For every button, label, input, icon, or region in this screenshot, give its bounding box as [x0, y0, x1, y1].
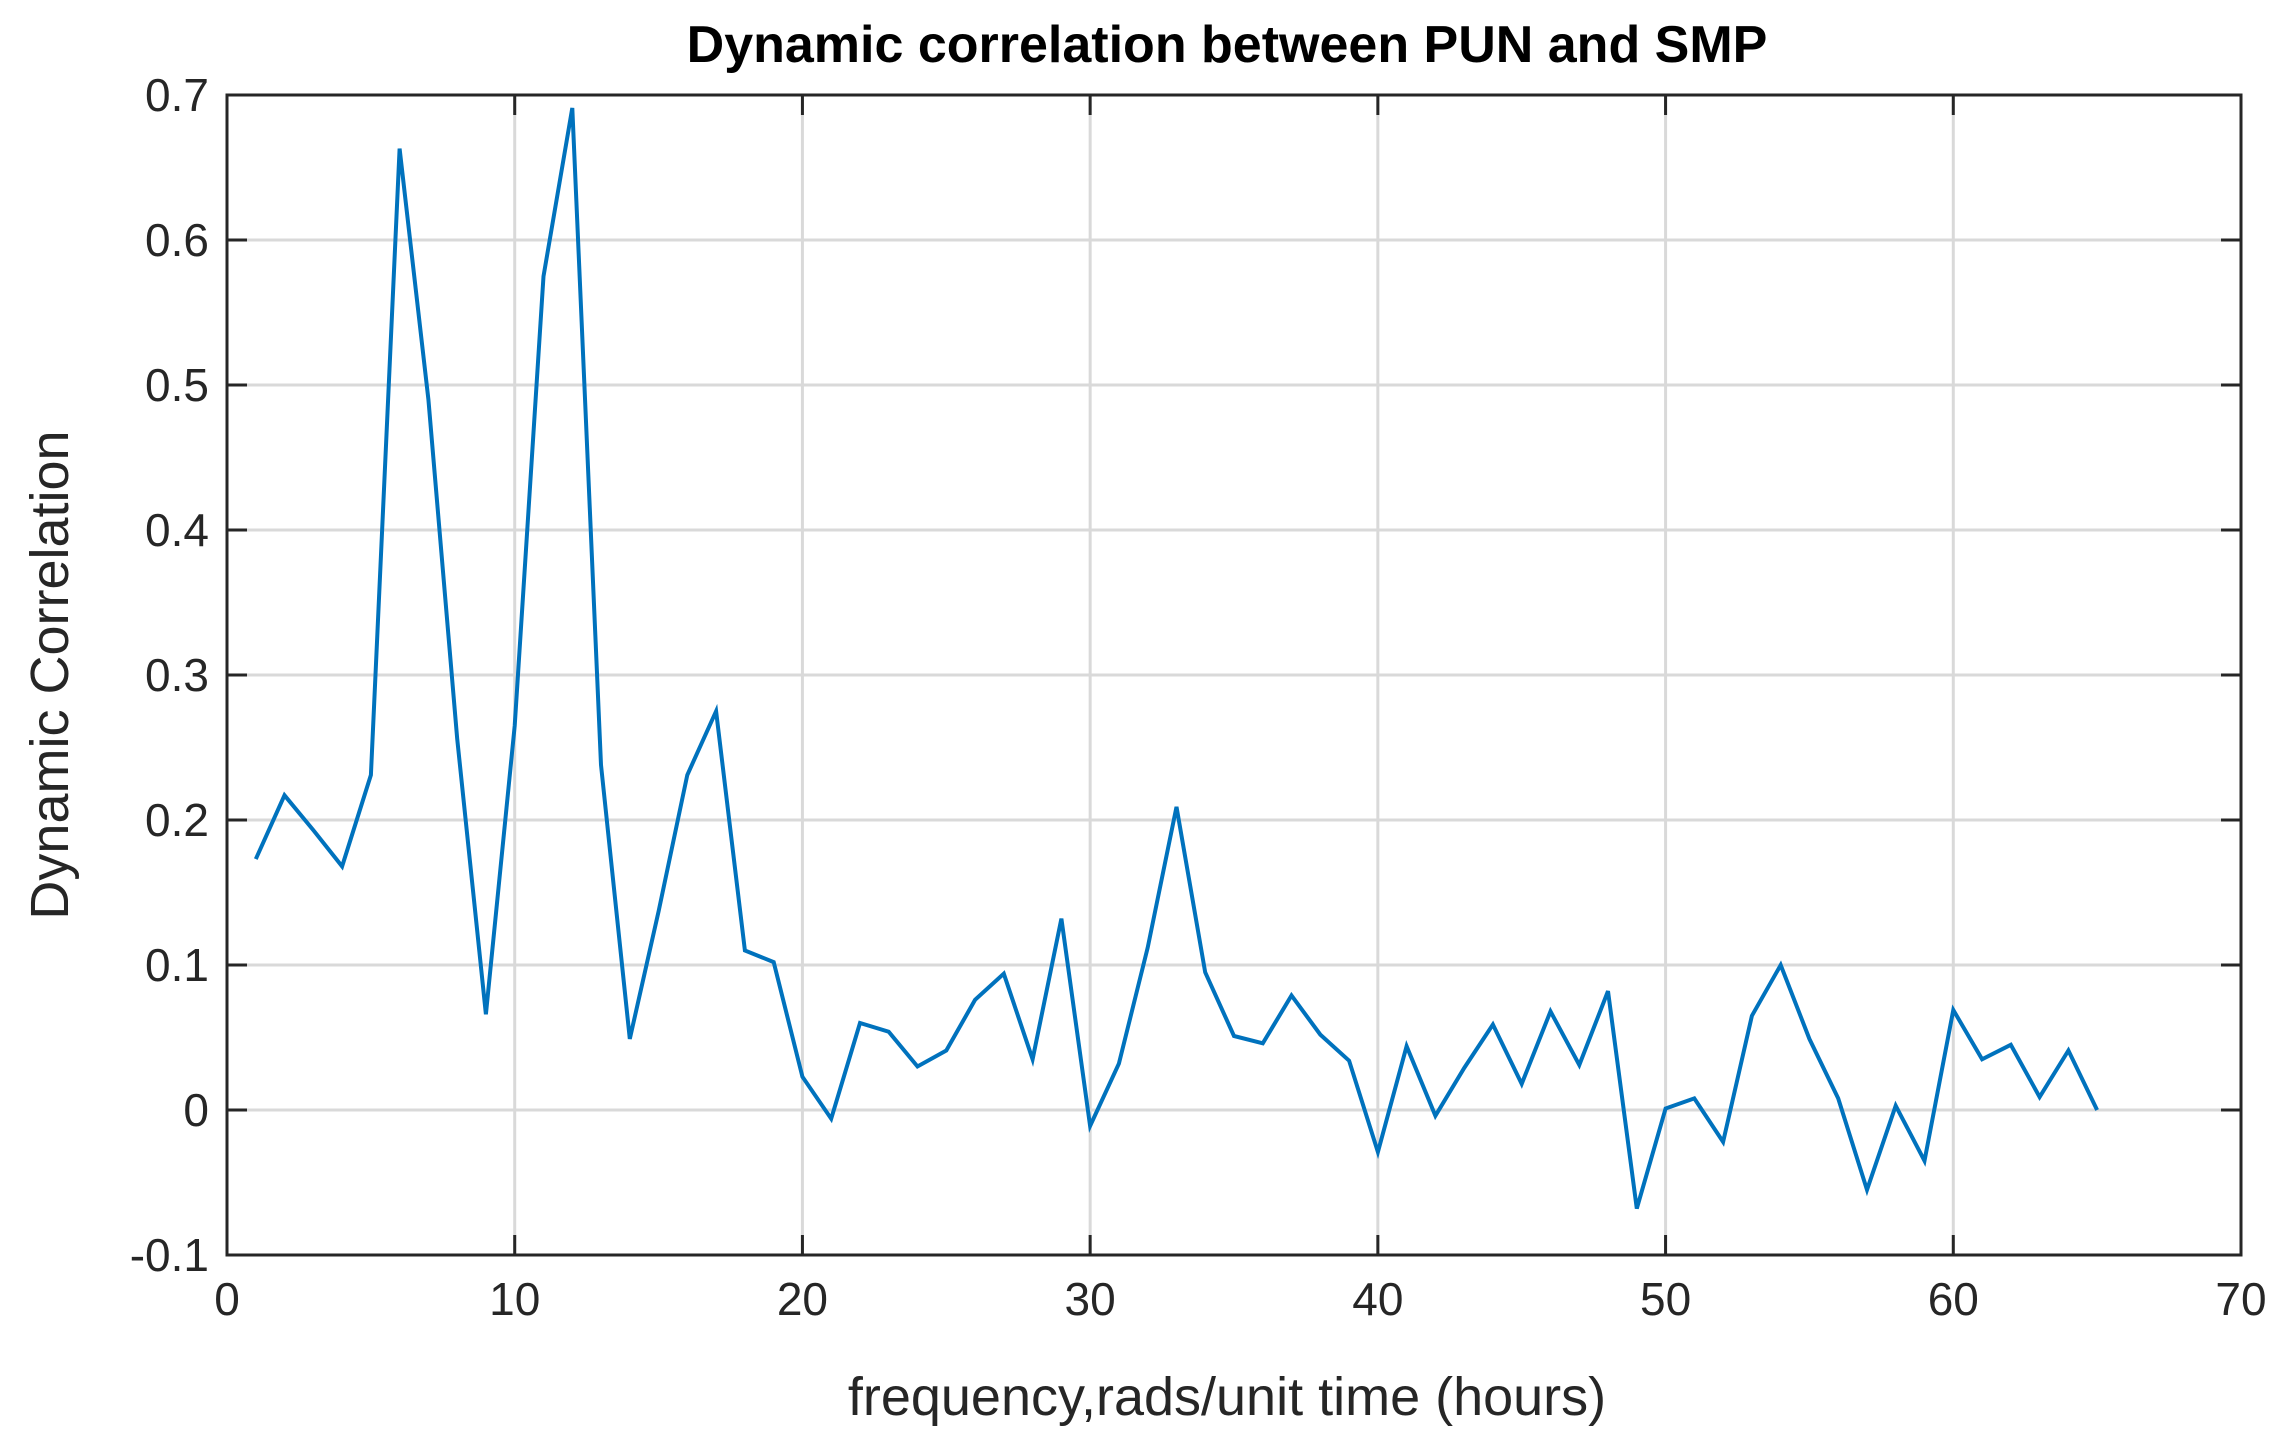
chart-title: Dynamic correlation between PUN and SMP — [687, 16, 1768, 74]
y-tick-label: 0.6 — [145, 214, 209, 266]
y-tick-label: 0.5 — [145, 359, 209, 411]
y-tick-labels: -0.1 0 0.1 0.2 0.3 0.4 0.5 0.6 0.7 — [130, 69, 209, 1281]
series-layer — [253, 107, 2099, 1210]
x-tick-label: 50 — [1640, 1273, 1691, 1325]
series-line-1 — [253, 107, 2099, 1210]
y-tick-label: 0.2 — [145, 794, 209, 846]
x-tick-labels: 0 10 20 30 40 50 60 70 — [214, 1273, 2266, 1325]
y-tick-label: -0.1 — [130, 1229, 209, 1281]
grid-lines — [227, 95, 2241, 1255]
y-tick-label: 0 — [183, 1084, 209, 1136]
y-tick-label: 0.4 — [145, 504, 209, 556]
x-tick-label: 70 — [2215, 1273, 2266, 1325]
y-tick-label: 0.7 — [145, 69, 209, 121]
y-tick-label: 0.3 — [145, 649, 209, 701]
x-tick-label: 10 — [489, 1273, 540, 1325]
y-axis-label: Dynamic Correlation — [20, 430, 80, 919]
axis-ticks — [225, 93, 2243, 1257]
x-tick-label: 60 — [1928, 1273, 1979, 1325]
x-axis-label: frequency,rads/unit time (hours) — [848, 1367, 1606, 1427]
x-tick-label: 40 — [1352, 1273, 1403, 1325]
x-tick-label: 30 — [1065, 1273, 1116, 1325]
x-tick-label: 20 — [777, 1273, 828, 1325]
y-tick-label: 0.1 — [145, 939, 209, 991]
x-tick-label: 0 — [214, 1273, 240, 1325]
